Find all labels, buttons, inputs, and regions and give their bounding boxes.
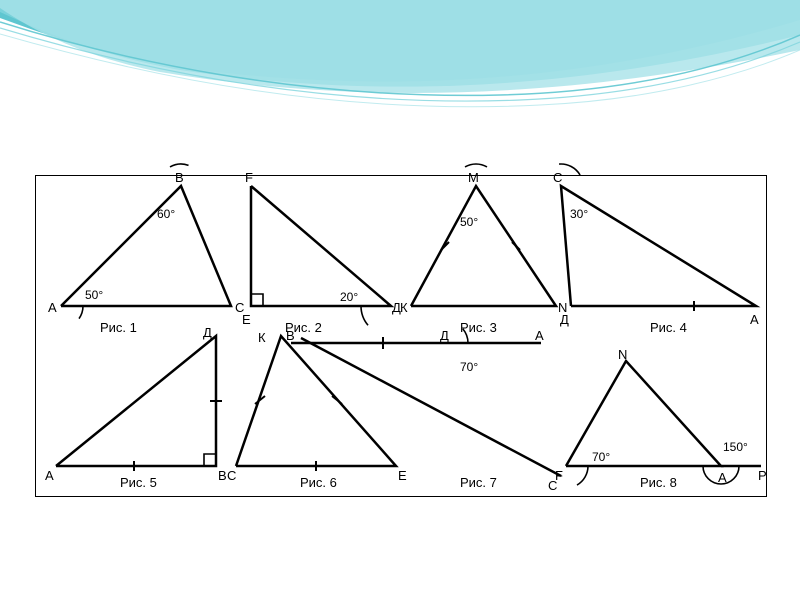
fig3-angle-0: 50° xyxy=(460,215,478,229)
fig5-label: Рис. 5 xyxy=(120,475,157,490)
fig3-vertex-1: К xyxy=(400,300,408,315)
fig8-arc-0 xyxy=(577,466,588,485)
fig3-shape xyxy=(411,186,556,306)
diagram-frame xyxy=(35,175,767,497)
fig1-arc-1 xyxy=(79,306,83,319)
fig3-vertex-0: М xyxy=(468,170,479,185)
fig8-angle-0: 70° xyxy=(592,450,610,464)
fig2-right-0 xyxy=(251,294,263,306)
fig6-vertex-2: Е xyxy=(398,468,407,483)
fig2-vertex-1: Е xyxy=(242,312,251,327)
fig4-label: Рис. 4 xyxy=(650,320,687,335)
fig7-vertex-1: Д xyxy=(440,328,449,343)
fig2-angle-0: 20° xyxy=(340,290,358,304)
fig3-label: Рис. 3 xyxy=(460,320,497,335)
fig1-angle-0: 60° xyxy=(157,207,175,221)
fig6-label: Рис. 6 xyxy=(300,475,337,490)
fig2-vertex-0: F xyxy=(245,170,253,185)
fig6-vertex-1: С xyxy=(227,468,236,483)
fig7-vertex-2: А xyxy=(535,328,544,343)
fig4-vertex-0: С xyxy=(553,170,562,185)
fig3-arc-0 xyxy=(465,164,487,167)
fig3-tick-1 xyxy=(512,242,520,250)
fig8-angle-1: 150° xyxy=(723,440,748,454)
fig5-shape xyxy=(56,336,216,466)
fig8-vertex-1: F xyxy=(555,468,563,483)
fig6-vertex-0: К xyxy=(258,330,266,345)
fig4-vertex-2: А xyxy=(750,312,759,327)
fig4-vertex-1: Д xyxy=(560,312,569,327)
fig7-angle-0: 70° xyxy=(460,360,478,374)
fig8-vertex-0: N xyxy=(618,347,627,362)
fig5-right-0 xyxy=(204,454,216,466)
fig8-vertex-3: P xyxy=(758,468,767,483)
fig5-vertex-2: В xyxy=(218,468,227,483)
fig2-shape xyxy=(251,186,391,306)
fig6-tick-1 xyxy=(332,396,342,404)
fig4-angle-0: 30° xyxy=(570,207,588,221)
fig8-vertex-2: А xyxy=(718,470,727,485)
fig7-label: Рис. 7 xyxy=(460,475,497,490)
fig1-vertex-0: В xyxy=(175,170,184,185)
fig8-shape xyxy=(566,361,721,466)
fig7-vertex-0: В xyxy=(286,328,295,343)
fig1-label: Рис. 1 xyxy=(100,320,137,335)
fig8-label: Рис. 8 xyxy=(640,475,677,490)
fig4-shape xyxy=(561,186,756,306)
fig2-arc-0 xyxy=(361,306,368,325)
fig1-arc-0 xyxy=(170,164,189,167)
fig7-extra-0 xyxy=(301,338,561,476)
fig1-vertex-1: А xyxy=(48,300,57,315)
fig5-vertex-0: Д xyxy=(203,325,212,340)
fig1-angle-1: 50° xyxy=(85,288,103,302)
fig5-vertex-1: А xyxy=(45,468,54,483)
